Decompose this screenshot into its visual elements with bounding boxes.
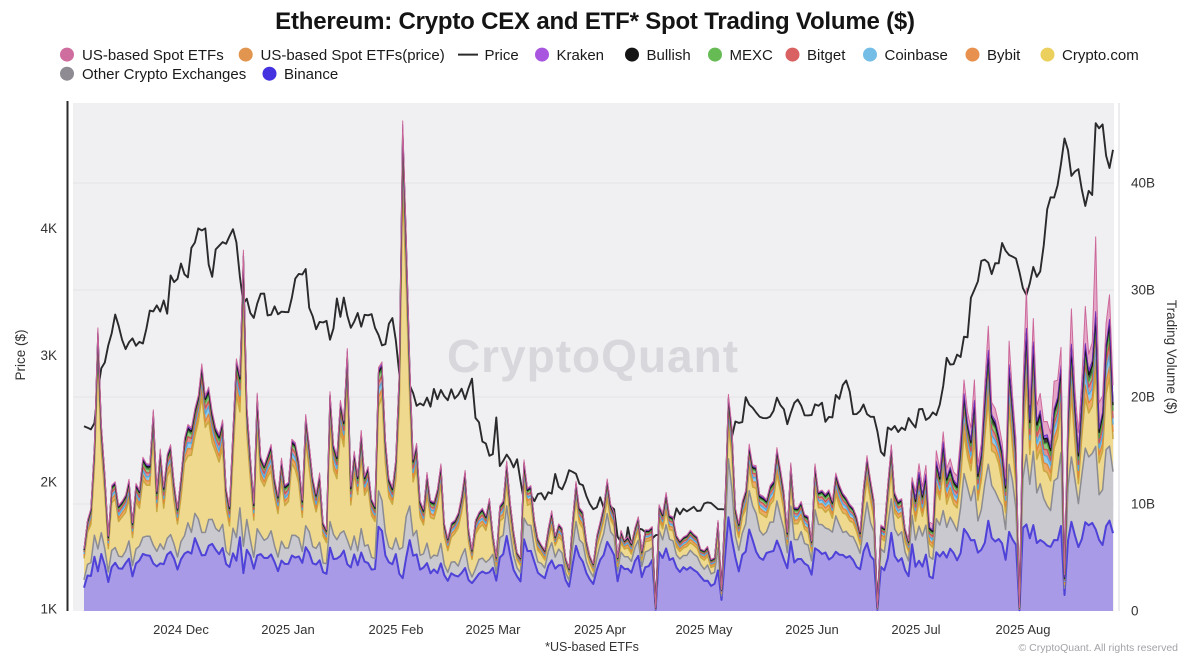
svg-text:30B: 30B [1131, 283, 1155, 298]
svg-text:Bitget: Bitget [807, 47, 846, 64]
svg-text:2024 Dec: 2024 Dec [153, 622, 209, 637]
svg-text:3K: 3K [40, 348, 57, 363]
svg-text:US-based Spot ETFs(price): US-based Spot ETFs(price) [261, 47, 445, 64]
svg-text:2025 Apr: 2025 Apr [574, 622, 627, 637]
svg-text:2025 Jun: 2025 Jun [785, 622, 839, 637]
svg-text:US-based Spot ETFs: US-based Spot ETFs [82, 47, 224, 64]
svg-text:2025 Mar: 2025 Mar [466, 622, 522, 637]
svg-text:20B: 20B [1131, 390, 1155, 405]
svg-text:2025 Aug: 2025 Aug [996, 622, 1051, 637]
svg-text:2025 Jul: 2025 Jul [891, 622, 940, 637]
svg-text:Bullish: Bullish [647, 47, 691, 64]
svg-text:MEXC: MEXC [730, 47, 774, 64]
svg-text:0: 0 [1131, 604, 1139, 619]
svg-text:2025 Feb: 2025 Feb [369, 622, 424, 637]
svg-text:Trading Volume ($): Trading Volume ($) [1164, 300, 1179, 414]
svg-text:Other Crypto Exchanges: Other Crypto Exchanges [82, 66, 246, 83]
svg-text:1K: 1K [40, 602, 57, 617]
svg-text:© CryptoQuant. All rights rese: © CryptoQuant. All rights reserved [1019, 642, 1179, 654]
svg-text:40B: 40B [1131, 176, 1155, 191]
svg-text:Crypto.com: Crypto.com [1062, 47, 1139, 64]
svg-text:Price: Price [485, 47, 519, 64]
svg-text:4K: 4K [40, 221, 57, 236]
svg-text:Bybit: Bybit [987, 47, 1021, 64]
svg-text:2025 Jan: 2025 Jan [261, 622, 315, 637]
svg-text:2025 May: 2025 May [675, 622, 733, 637]
svg-text:2K: 2K [40, 475, 57, 490]
svg-text:*US-based ETFs: *US-based ETFs [545, 640, 639, 654]
svg-text:Kraken: Kraken [557, 47, 605, 64]
svg-text:Coinbase: Coinbase [885, 47, 948, 64]
svg-text:Price ($): Price ($) [13, 329, 28, 380]
svg-text:CryptoQuant: CryptoQuant [447, 330, 739, 382]
svg-text:Binance: Binance [284, 66, 338, 83]
svg-text:10B: 10B [1131, 497, 1155, 512]
